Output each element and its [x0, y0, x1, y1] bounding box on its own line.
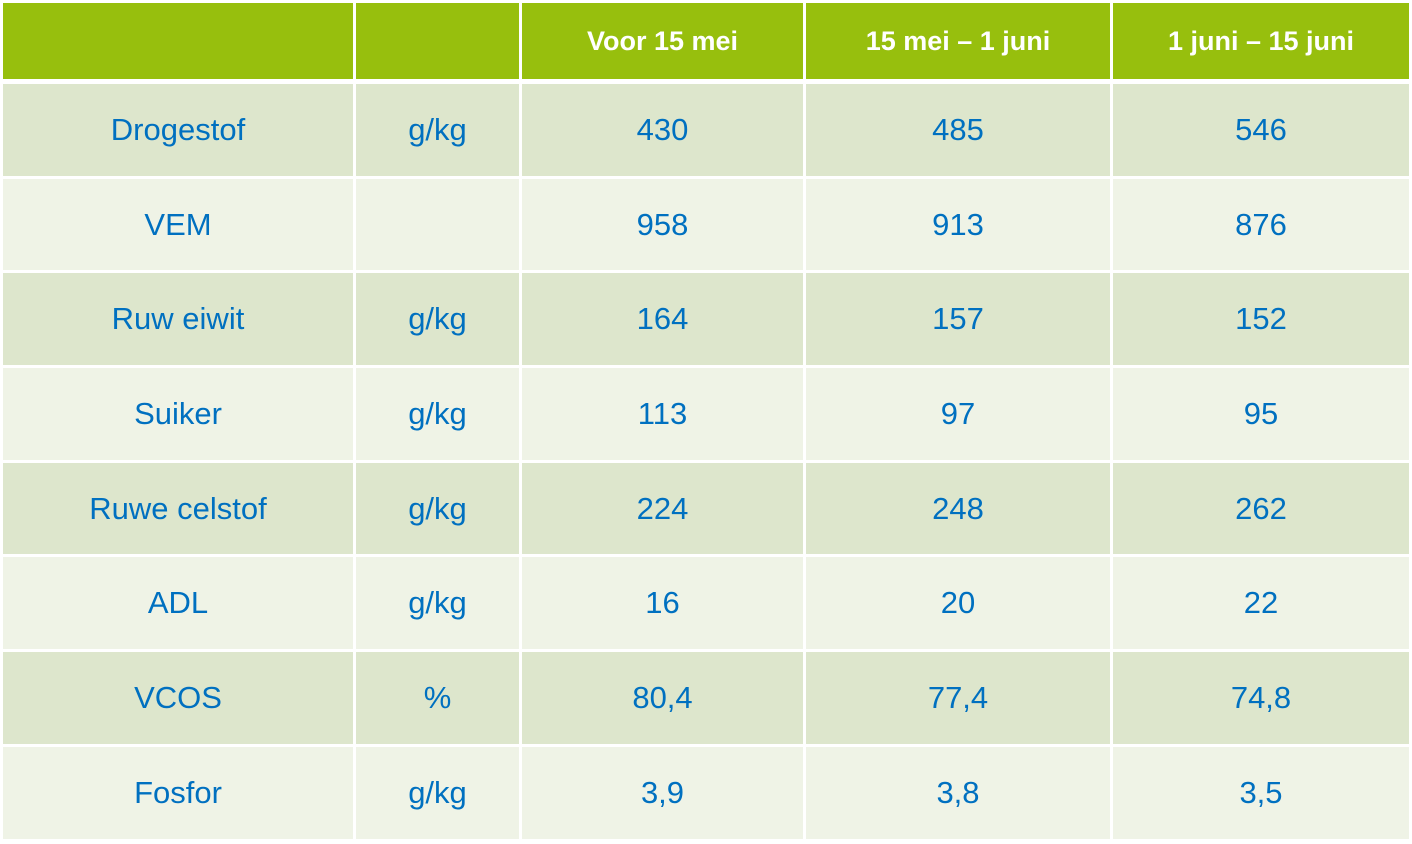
value-cell: 248 [806, 462, 1110, 555]
unit-cell: g/kg [356, 273, 519, 366]
unit-cell: g/kg [356, 462, 519, 555]
value-cell: 3,8 [806, 746, 1110, 839]
value-cell: 77,4 [806, 652, 1110, 744]
row-label: VEM [3, 178, 353, 271]
value-cell: 3,9 [522, 746, 803, 839]
unit-cell: g/kg [356, 82, 519, 176]
value-cell: 546 [1113, 82, 1409, 176]
unit-cell [356, 178, 519, 271]
table-row: ADL g/kg 16 20 22 [3, 557, 1409, 650]
row-label: Ruwe celstof [3, 462, 353, 555]
unit-cell: g/kg [356, 557, 519, 650]
value-cell: 16 [522, 557, 803, 650]
table-row: Drogestof g/kg 430 485 546 [3, 82, 1409, 176]
value-cell: 20 [806, 557, 1110, 650]
value-cell: 485 [806, 82, 1110, 176]
value-cell: 3,5 [1113, 746, 1409, 839]
value-cell: 224 [522, 462, 803, 555]
value-cell: 157 [806, 273, 1110, 366]
row-label: Ruw eiwit [3, 273, 353, 366]
table-row: Fosfor g/kg 3,9 3,8 3,5 [3, 746, 1409, 839]
value-cell: 22 [1113, 557, 1409, 650]
value-cell: 80,4 [522, 652, 803, 744]
header-cell [3, 3, 353, 79]
header-cell: 15 mei – 1 juni [806, 3, 1110, 79]
row-label: VCOS [3, 652, 353, 744]
value-cell: 958 [522, 178, 803, 271]
table-body: Drogestof g/kg 430 485 546 VEM 958 913 876 Ruw ei… [3, 82, 1409, 839]
header-cell: 1 juni – 15 juni [1113, 3, 1409, 79]
table-row: Ruw eiwit g/kg 164 157 152 [3, 273, 1409, 366]
header-cell [356, 3, 519, 79]
row-label: ADL [3, 557, 353, 650]
value-cell: 97 [806, 368, 1110, 460]
table-row: VCOS% 80,4 77,4 74,8 [3, 652, 1409, 744]
row-label: Drogestof [3, 82, 353, 176]
table-row: VEM 958 913 876 [3, 178, 1409, 271]
header-row: Voor 15 mei 15 mei – 1 juni 1 juni – 15 ju… [3, 3, 1409, 79]
unit-cell: g/kg [356, 746, 519, 839]
row-label: Suiker [3, 368, 353, 460]
unit-cell: % [356, 652, 519, 744]
value-cell: 74,8 [1113, 652, 1409, 744]
value-cell: 913 [806, 178, 1110, 271]
value-cell: 262 [1113, 462, 1409, 555]
value-cell: 113 [522, 368, 803, 460]
table-row: Ruwe celstof g/kg 224 248 262 [3, 462, 1409, 555]
unit-cell: g/kg [356, 368, 519, 460]
row-label: Fosfor [3, 746, 353, 839]
value-cell: 152 [1113, 273, 1409, 366]
value-cell: 430 [522, 82, 803, 176]
value-cell: 95 [1113, 368, 1409, 460]
header-cell: Voor 15 mei [522, 3, 803, 79]
value-cell: 164 [522, 273, 803, 366]
value-cell: 876 [1113, 178, 1409, 271]
table-row: Suiker g/kg 113 97 95 [3, 368, 1409, 460]
